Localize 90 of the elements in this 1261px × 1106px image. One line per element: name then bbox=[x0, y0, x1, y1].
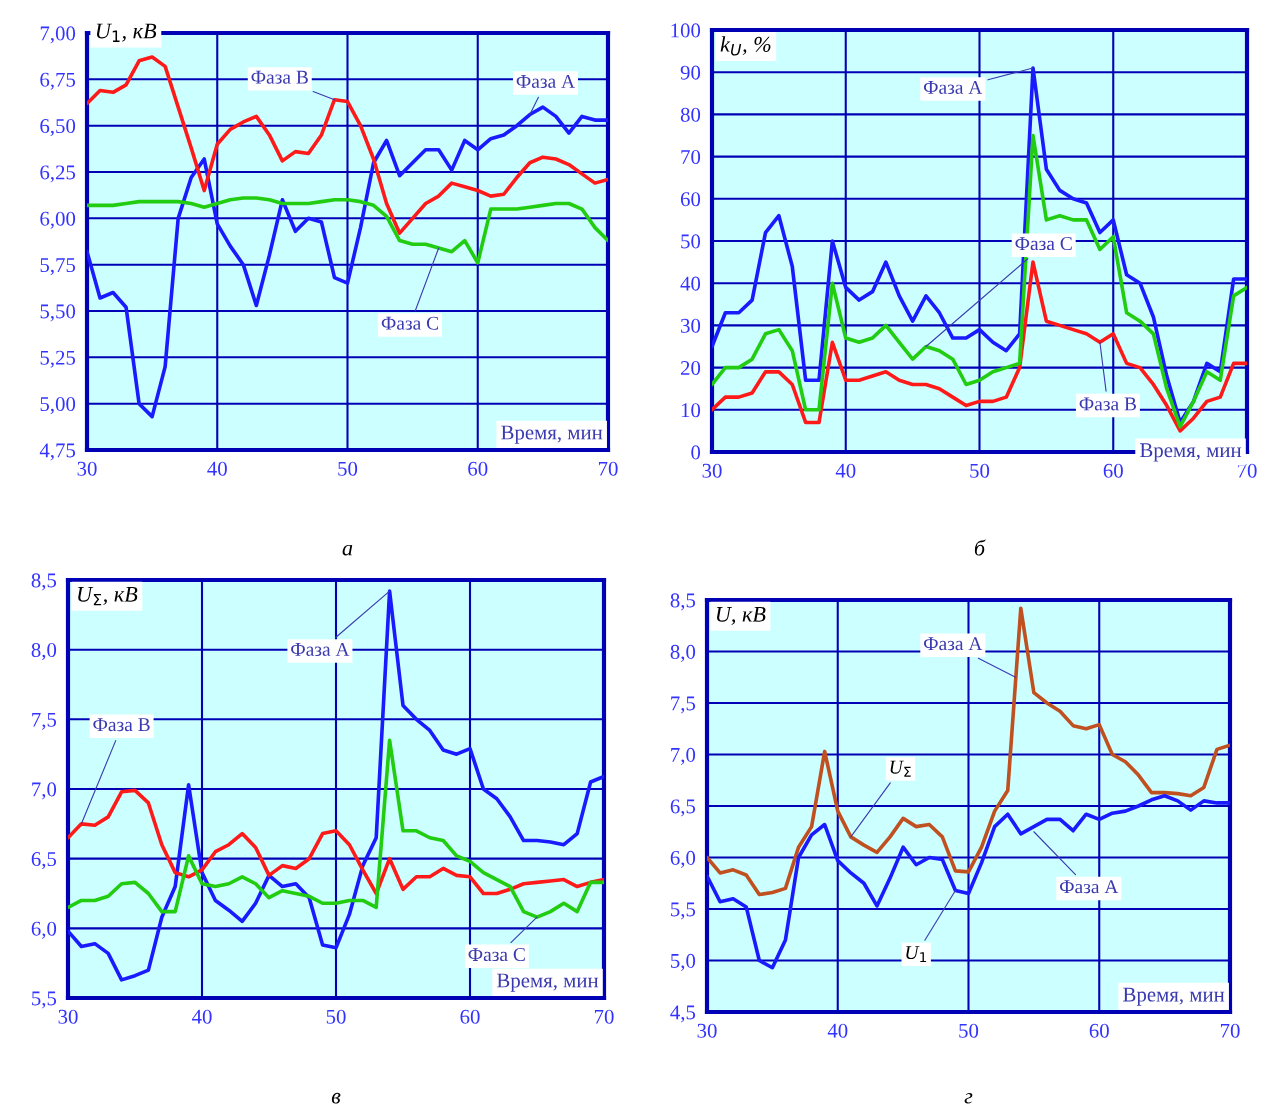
y-tick-label: 0 bbox=[691, 445, 701, 460]
x-axis-title: Время, мин bbox=[497, 973, 599, 992]
y-tick-label: 5,0 bbox=[671, 953, 696, 971]
x-tick-label: 60 bbox=[468, 461, 488, 476]
y-tick-label: 7,0 bbox=[671, 747, 696, 765]
line-series bbox=[68, 738, 604, 919]
text: Фаза В bbox=[93, 718, 150, 732]
y-tick-label: 8,0 bbox=[31, 643, 57, 661]
y-tick-label: 5,75 bbox=[40, 258, 76, 276]
y-tick-label: 6,00 bbox=[40, 211, 76, 229]
y-tick-label: 80 bbox=[680, 107, 701, 122]
y-tick-label: 6,5 bbox=[31, 852, 57, 870]
line-series bbox=[87, 196, 608, 265]
y-axis-title: U, кВ bbox=[716, 607, 766, 626]
text: в bbox=[331, 1092, 341, 1104]
y-tick-label: 90 bbox=[680, 65, 701, 80]
y-tick-label: 8,5 bbox=[670, 593, 696, 611]
line-series bbox=[707, 606, 1230, 897]
series-label: Фаза А bbox=[291, 642, 350, 656]
x-tick-label: 70 bbox=[594, 1009, 614, 1024]
y-tick-label: 20 bbox=[680, 360, 701, 376]
series-label: Фаза В bbox=[251, 70, 308, 84]
annotation: Фаза А bbox=[1059, 880, 1119, 894]
y-tick-label: 4,75 bbox=[39, 443, 76, 461]
x-tick-label: 50 bbox=[970, 463, 990, 478]
x-tick-label: 40 bbox=[191, 1009, 212, 1024]
annotation: Фаза А bbox=[923, 637, 983, 651]
y-tick-label: 100 bbox=[671, 23, 701, 38]
x-tick-label: 60 bbox=[1089, 1023, 1109, 1038]
line-series bbox=[712, 260, 1247, 433]
y-tick-label: 6,25 bbox=[40, 165, 76, 183]
x-tick-label: 40 bbox=[207, 461, 227, 476]
y-tick-label: 7,5 bbox=[671, 696, 696, 714]
x-tick-label: 30 bbox=[702, 463, 722, 478]
line-series bbox=[87, 105, 608, 419]
x-tick-label: 50 bbox=[326, 1009, 346, 1024]
text: U$_{Σ}$ bbox=[890, 760, 911, 777]
y-tick-label: 6,75 bbox=[40, 72, 76, 90]
y-tick-label: 10 bbox=[681, 403, 701, 418]
y-tick-label: 7,00 bbox=[40, 26, 76, 44]
x-tick-label: 50 bbox=[338, 461, 358, 476]
x-tick-label: 50 bbox=[959, 1023, 979, 1038]
x-tick-label: 60 bbox=[1103, 463, 1123, 478]
series-label: Фаза А bbox=[516, 74, 575, 88]
y-axis-title: U$_{Σ}$, кВ bbox=[78, 587, 138, 606]
y-tick-label: 5,00 bbox=[40, 397, 76, 415]
text: Фаза А bbox=[923, 80, 983, 94]
y-tick-label: 6,50 bbox=[40, 119, 76, 137]
y-tick-label: 50 bbox=[681, 234, 701, 249]
y-tick-label: 7,5 bbox=[32, 712, 57, 730]
line-series bbox=[712, 133, 1247, 429]
y-tick-label: 4,5 bbox=[670, 1005, 696, 1023]
y-tick-label: 30 bbox=[681, 318, 701, 333]
text: б bbox=[974, 539, 986, 556]
x-tick-label: 70 bbox=[598, 461, 618, 476]
y-tick-label: 5,5 bbox=[671, 902, 696, 920]
y-tick-label: 5,5 bbox=[32, 991, 57, 1009]
y-tick-label: 40 bbox=[680, 276, 701, 291]
x-tick-label: 70 bbox=[1220, 1023, 1240, 1038]
y-tick-label: 6,0 bbox=[31, 921, 57, 939]
series-label: Фаза С bbox=[1015, 237, 1072, 251]
text: г bbox=[964, 1092, 973, 1104]
line-series bbox=[707, 793, 1230, 970]
y-tick-label: 60 bbox=[680, 192, 701, 207]
x-tick-label: 60 bbox=[460, 1009, 480, 1024]
y-tick-label: 6,0 bbox=[670, 850, 696, 868]
y-tick-label: 7,0 bbox=[32, 782, 57, 800]
text: U$_{1}$ bbox=[906, 946, 927, 963]
line-series bbox=[712, 66, 1247, 425]
line-series bbox=[87, 55, 608, 235]
x-axis-title: Время, мин bbox=[501, 425, 603, 444]
y-axis-title: k$_{U}$, % bbox=[720, 36, 771, 56]
x-axis-title: Время, мин bbox=[1140, 443, 1242, 462]
y-axis-title: U$_{1}$, кВ bbox=[96, 23, 157, 42]
x-tick-label: 40 bbox=[827, 1023, 848, 1038]
y-tick-label: 5,25 bbox=[40, 350, 76, 368]
series-label: Фаза С bbox=[468, 948, 525, 962]
x-tick-label: 40 bbox=[835, 463, 856, 478]
x-axis-title: Время, мин bbox=[1123, 987, 1225, 1006]
text: Фаза С bbox=[381, 316, 439, 330]
y-tick-label: 6,5 bbox=[670, 799, 696, 817]
y-tick-label: 8,0 bbox=[670, 644, 696, 662]
y-tick-label: 70 bbox=[681, 149, 701, 165]
line-series bbox=[68, 788, 604, 896]
x-tick-label: 30 bbox=[77, 461, 97, 476]
text: а bbox=[342, 544, 353, 556]
series-label: Фаза В bbox=[1079, 397, 1137, 411]
y-tick-label: 8,5 bbox=[31, 573, 57, 591]
x-tick-label: 30 bbox=[697, 1023, 717, 1038]
y-tick-label: 5,50 bbox=[40, 304, 76, 322]
